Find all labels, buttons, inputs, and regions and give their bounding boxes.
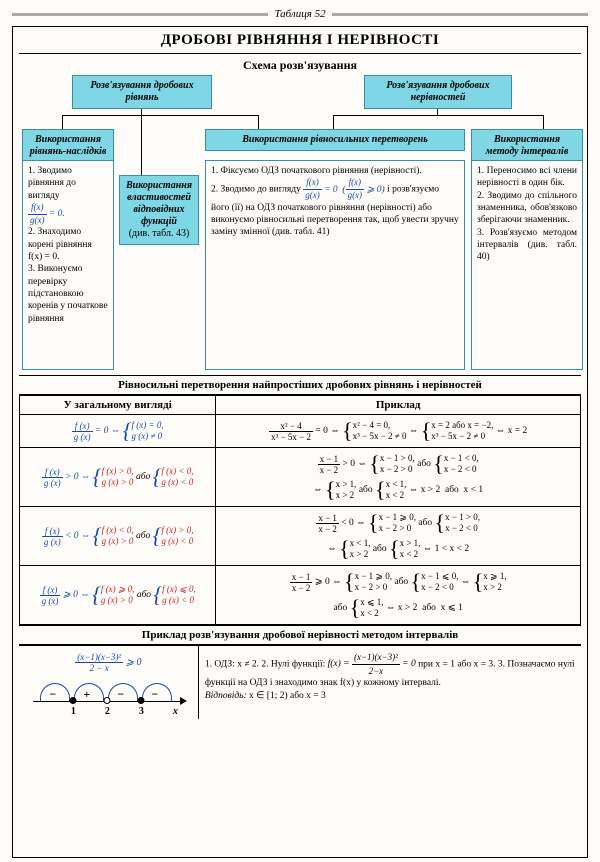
row2-example: x − 1x − 2 > 0 ⇔ {x − 1 > 0,x − 2 > 0 аб…: [216, 448, 581, 507]
interval-title: Приклад розв'язування дробової нерівност…: [19, 625, 581, 645]
node-interval-method: Використання методу інтервалів: [471, 129, 583, 163]
row1-general: f (x)g (x) = 0 ⇔ {f (x) = 0,g (x) ≠ 0: [20, 415, 216, 448]
interval-left: (x−1)(x−3)²2 − x ⩾ 0 − + − − 1 2: [19, 646, 199, 719]
scheme-title: Схема розв'язування: [19, 58, 581, 73]
body-interval: 1. Переносимо всі члени нерівності в оди…: [471, 160, 583, 370]
row3-general: f (x)g (x) < 0 ⇔ {f (x) < 0,g (x) > 0 аб…: [20, 507, 216, 566]
header-bar: Таблиця 52: [12, 8, 588, 20]
transforms-title: Рівносильні перетворення найпростіших др…: [19, 375, 581, 395]
row3-example: x − 1x − 2 < 0 ⇔ {x − 1 ⩾ 0,x − 2 > 0 аб…: [216, 507, 581, 566]
body-consequences: 1. Зводимо рівняння до вигляду f(x)g(x) …: [22, 160, 114, 370]
col-general: У загальному вигляді: [20, 396, 216, 415]
node-equations: Розв'язування дробових рівнянь: [72, 75, 212, 109]
number-line: − + − − 1 2 3 x: [33, 679, 183, 713]
interval-right: 1. ОДЗ: x ≠ 2. 2. Нулі функції: f(x) = (…: [199, 646, 581, 719]
node-consequences: Використання рівнянь-наслідків: [22, 129, 114, 163]
node-props: Використання властивостей відповідних фу…: [119, 175, 199, 245]
content-frame: ДРОБОВІ РІВНЯННЯ І НЕРІВНОСТІ Схема розв…: [12, 26, 588, 858]
col-example: Приклад: [216, 396, 581, 415]
body-equivalent: 1. Фіксуємо ОДЗ початкового рівняння (не…: [205, 160, 465, 370]
interval-example-row: (x−1)(x−3)²2 − x ⩾ 0 − + − − 1 2: [19, 645, 581, 719]
row2-general: f (x)g (x) > 0 ⇔ {f (x) > 0,g (x) > 0 аб…: [20, 448, 216, 507]
main-title: ДРОБОВІ РІВНЯННЯ І НЕРІВНОСТІ: [19, 30, 581, 54]
node-inequalities: Розв'язування дробових нерівностей: [364, 75, 512, 109]
row4-example: x − 1x − 2 ⩾ 0 ⇔ {x − 1 ⩾ 0,x − 2 > 0 аб…: [216, 566, 581, 625]
table-number: Таблиця 52: [274, 8, 325, 20]
node-equivalent: Використання рівносильних перетворень: [205, 129, 465, 151]
row4-general: f (x)g (x) ⩾ 0 ⇔ {f (x) ⩾ 0,g (x) > 0 аб…: [20, 566, 216, 625]
flowchart: Розв'язування дробових рівнянь Розв'язув…: [19, 75, 581, 375]
transforms-table: У загальному вигляді Приклад f (x)g (x) …: [19, 395, 581, 625]
row1-example: x² − 4x³ − 5x − 2 = 0 ⇔ {x² − 4 = 0,x³ −…: [216, 415, 581, 448]
